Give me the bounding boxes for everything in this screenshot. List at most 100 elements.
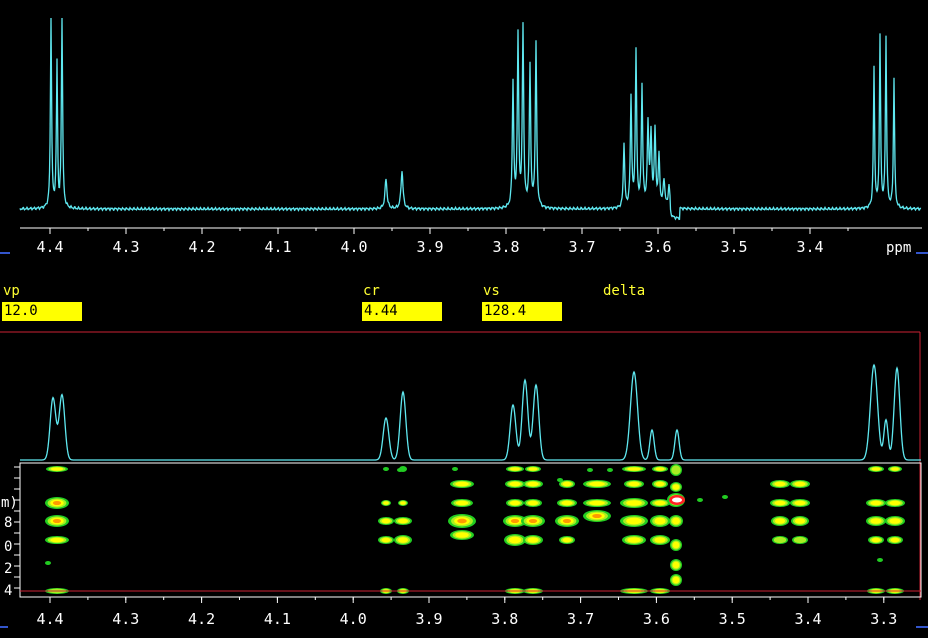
contour-level — [457, 518, 467, 524]
contour-level — [509, 500, 521, 506]
contour-level — [562, 481, 572, 487]
bottom-axis-tick-label: 4.0 — [339, 610, 367, 628]
param-cr-field[interactable]: 4.44 — [362, 302, 442, 321]
top-axis-tick-label: 4.0 — [340, 238, 368, 256]
contour-level — [890, 537, 900, 543]
bottom-axis-tick-label: 3.7 — [567, 610, 595, 628]
f1-axis-label: 0 — [4, 539, 13, 555]
f1-axis-label: 4 — [4, 583, 13, 599]
contour-level — [794, 500, 806, 506]
contour-level — [671, 465, 681, 475]
contour-level — [672, 576, 680, 584]
param-cr-label: cr — [363, 283, 380, 299]
top-axis-ticks — [49, 228, 849, 234]
f1-axis-label: 8 — [4, 515, 13, 531]
contour-level — [793, 536, 807, 544]
param-vp-label: vp — [3, 283, 20, 299]
bottom-axis-tick-label: 4.2 — [188, 610, 216, 628]
bottom-axis-tick-label: 4.3 — [112, 610, 140, 628]
top-axis-tick-label: 3.6 — [644, 238, 672, 256]
top-axis-tick-label: 4.2 — [188, 238, 216, 256]
contour-level — [383, 467, 389, 471]
strong-peak-core — [672, 497, 682, 503]
param-vs-field[interactable]: 128.4 — [482, 302, 562, 321]
param-delta-label[interactable]: delta — [603, 283, 646, 299]
contour-level — [870, 518, 882, 524]
contour-level — [774, 518, 786, 524]
contour-level — [455, 481, 469, 487]
f1-axis-ticks — [14, 466, 20, 589]
contour-level — [589, 500, 605, 506]
contour-level — [672, 541, 680, 549]
contour-level — [397, 468, 403, 472]
contour-level — [527, 537, 539, 543]
contour-level — [722, 495, 728, 499]
contour-level — [697, 498, 703, 502]
bottom-axis-ticks — [49, 597, 885, 603]
contour-level — [891, 467, 899, 471]
bottom-axis-tick-label: 3.9 — [415, 610, 443, 628]
contour-level — [871, 537, 881, 543]
contour-level — [587, 468, 593, 472]
contour-level — [557, 478, 563, 482]
contour-level — [397, 518, 409, 524]
contour-level — [654, 537, 666, 543]
contour-level — [397, 537, 409, 543]
contour-level — [510, 518, 520, 524]
f1-axis-label-unit: m) — [1, 495, 18, 511]
contour-level — [52, 518, 62, 524]
bottom-axis-tick-label: 3.8 — [491, 610, 519, 628]
contour-level — [508, 536, 522, 544]
param-vp-field[interactable]: 12.0 — [2, 302, 82, 321]
top-axis-tick-label: 3.9 — [416, 238, 444, 256]
bottom-axis-tick-label: 3.5 — [718, 610, 746, 628]
contour-level — [589, 481, 605, 487]
contour-level — [562, 518, 572, 524]
contour-level — [52, 500, 62, 506]
top-axis-tick-label: 3.5 — [720, 238, 748, 256]
contour-level — [672, 517, 680, 525]
contour-level — [607, 468, 613, 472]
contour-level — [774, 500, 786, 506]
contour-level — [509, 481, 521, 487]
2d-contour-map[interactable] — [45, 464, 905, 594]
bottom-axis-tick-label: 3.6 — [642, 610, 670, 628]
contour-level — [455, 532, 469, 538]
contour-level — [50, 537, 64, 543]
top-axis-unit: ppm — [886, 240, 912, 256]
contour-level — [383, 501, 389, 505]
contour-level — [672, 561, 680, 569]
contour-level — [870, 500, 882, 506]
top-axis-tick-label: 3.8 — [492, 238, 520, 256]
contour-level — [626, 517, 642, 525]
bottom-axis-tick-label: 3.4 — [794, 610, 822, 628]
contour-level — [626, 500, 642, 506]
contour-level — [889, 500, 901, 506]
contour-level — [381, 518, 391, 524]
contour-level — [561, 500, 573, 506]
2d-plot-frame — [19, 462, 922, 598]
contour-level — [400, 501, 406, 505]
contour-level — [654, 500, 666, 506]
contour-level — [509, 467, 521, 471]
contour-level — [774, 481, 786, 487]
contour-level — [455, 500, 469, 506]
contour-level — [655, 467, 665, 471]
contour-level — [527, 500, 539, 506]
contour-level — [889, 518, 901, 524]
contour-level — [527, 481, 539, 487]
contour-level — [794, 481, 806, 487]
contour-level — [794, 518, 806, 524]
bottom-axis-tick-label: 3.3 — [870, 610, 898, 628]
contour-level — [528, 518, 538, 524]
top-axis-tick-label: 3.4 — [796, 238, 824, 256]
contour-level — [628, 481, 640, 487]
contour-level — [452, 467, 458, 471]
top-axis-tick-label: 4.1 — [264, 238, 292, 256]
bottom-axis-tick-label: 4.1 — [263, 610, 291, 628]
f1-axis-label: 2 — [4, 561, 13, 577]
contour-level — [627, 467, 641, 471]
contour-level — [871, 467, 881, 471]
contour-level — [381, 537, 391, 543]
